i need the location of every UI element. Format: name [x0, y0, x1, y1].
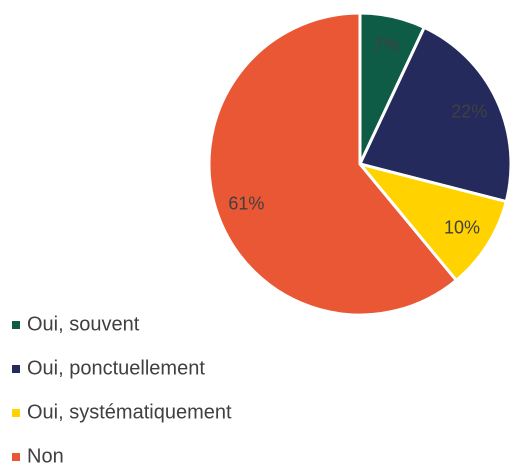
- legend-label: Non: [27, 445, 64, 467]
- value-label: 7%: [373, 35, 399, 55]
- pie-slice: [207, 11, 458, 317]
- pie-slice: [358, 162, 508, 282]
- pie-slice: [358, 25, 510, 204]
- value-label: 61%: [228, 194, 264, 214]
- value-label: 10%: [444, 217, 480, 237]
- legend-label: Oui, ponctuellement: [27, 357, 205, 379]
- legend-marker: [12, 365, 20, 373]
- legend-label: Oui, souvent: [27, 313, 140, 335]
- value-label: 22%: [451, 101, 487, 121]
- legend-marker: [12, 409, 20, 417]
- legend-label: Oui, systématiquement: [27, 401, 232, 423]
- legend-marker: [12, 321, 20, 329]
- legend-marker: [12, 453, 20, 461]
